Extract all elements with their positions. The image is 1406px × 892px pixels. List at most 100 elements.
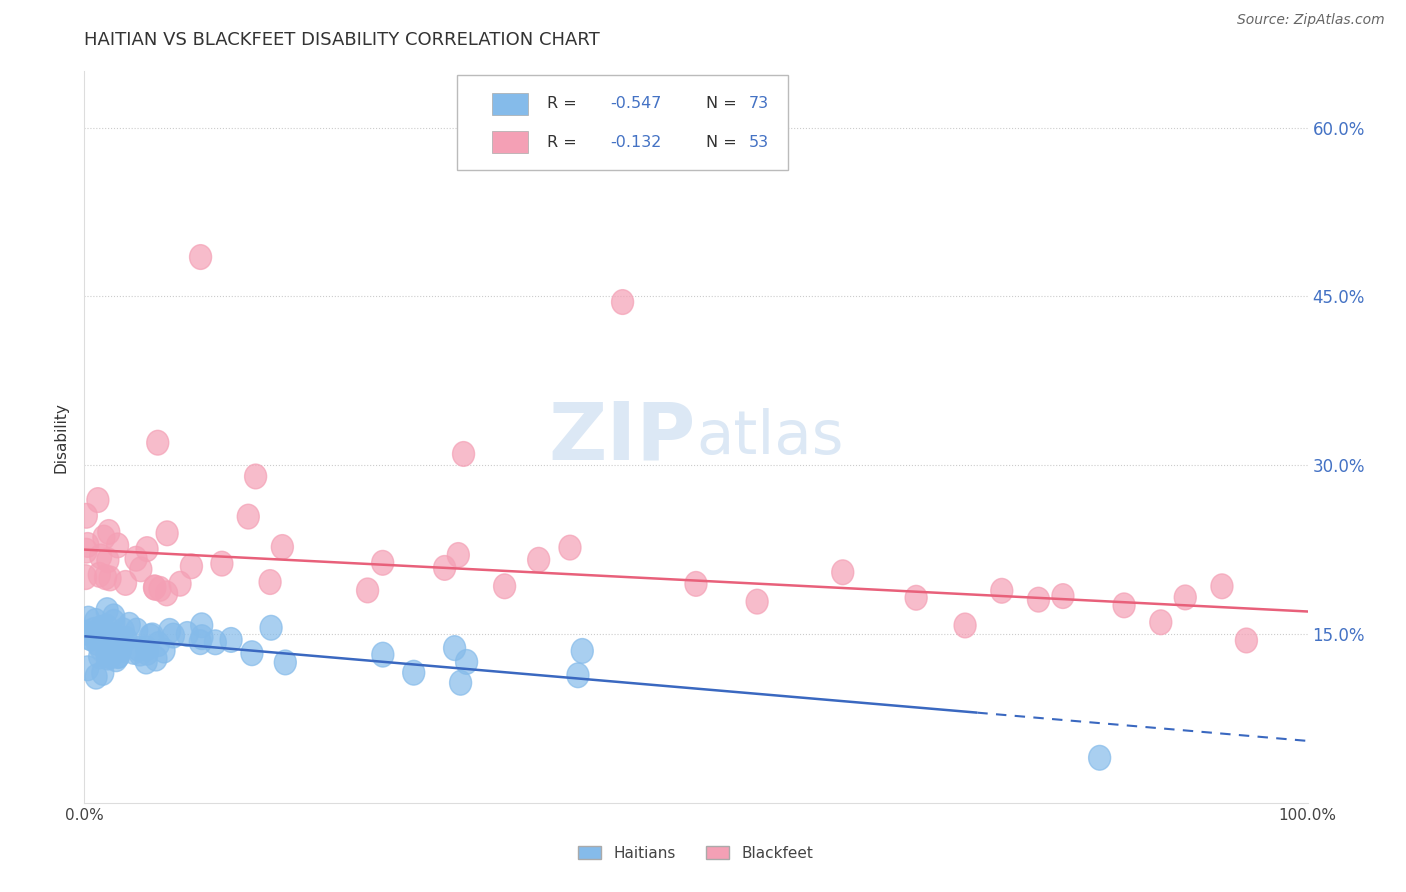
- Ellipse shape: [571, 639, 593, 664]
- Ellipse shape: [1174, 585, 1197, 610]
- Ellipse shape: [90, 615, 112, 640]
- Ellipse shape: [567, 663, 589, 688]
- Ellipse shape: [100, 644, 121, 669]
- Ellipse shape: [274, 650, 297, 675]
- Ellipse shape: [107, 634, 128, 659]
- Ellipse shape: [135, 636, 157, 661]
- Ellipse shape: [259, 570, 281, 594]
- Ellipse shape: [357, 578, 378, 603]
- Ellipse shape: [146, 430, 169, 455]
- Ellipse shape: [89, 635, 111, 660]
- Ellipse shape: [190, 244, 211, 269]
- Text: R =: R =: [547, 96, 582, 111]
- Bar: [492, 93, 529, 114]
- Ellipse shape: [100, 630, 121, 655]
- Ellipse shape: [1236, 628, 1257, 653]
- Ellipse shape: [125, 546, 148, 571]
- Ellipse shape: [1150, 610, 1171, 634]
- Ellipse shape: [100, 625, 122, 650]
- Bar: [492, 131, 529, 153]
- Ellipse shape: [560, 535, 581, 560]
- Ellipse shape: [156, 521, 179, 546]
- Ellipse shape: [94, 620, 117, 645]
- Ellipse shape: [371, 642, 394, 667]
- Ellipse shape: [1052, 583, 1074, 608]
- Ellipse shape: [86, 631, 108, 656]
- Ellipse shape: [221, 628, 242, 652]
- Ellipse shape: [111, 631, 134, 656]
- Ellipse shape: [245, 464, 267, 489]
- Ellipse shape: [76, 503, 97, 528]
- Ellipse shape: [77, 624, 98, 649]
- Ellipse shape: [143, 575, 166, 599]
- Ellipse shape: [453, 442, 475, 467]
- Ellipse shape: [156, 581, 177, 606]
- Ellipse shape: [77, 607, 100, 631]
- Ellipse shape: [107, 533, 128, 558]
- Ellipse shape: [153, 638, 174, 663]
- Text: -0.547: -0.547: [610, 96, 662, 111]
- Ellipse shape: [1028, 587, 1049, 612]
- Ellipse shape: [122, 640, 145, 665]
- Ellipse shape: [107, 643, 129, 668]
- Ellipse shape: [89, 644, 111, 669]
- Ellipse shape: [139, 624, 162, 648]
- Ellipse shape: [832, 560, 853, 584]
- Ellipse shape: [162, 624, 184, 648]
- Y-axis label: Disability: Disability: [53, 401, 69, 473]
- Ellipse shape: [190, 630, 211, 655]
- Text: 53: 53: [748, 135, 769, 150]
- Ellipse shape: [747, 590, 768, 614]
- Text: N =: N =: [706, 135, 741, 150]
- Ellipse shape: [238, 504, 259, 529]
- Ellipse shape: [75, 565, 97, 590]
- Ellipse shape: [141, 623, 163, 648]
- Ellipse shape: [1114, 593, 1135, 618]
- Ellipse shape: [211, 551, 233, 576]
- Ellipse shape: [136, 640, 159, 665]
- Ellipse shape: [77, 533, 98, 558]
- Ellipse shape: [96, 598, 118, 623]
- Ellipse shape: [84, 608, 107, 633]
- Ellipse shape: [136, 537, 157, 561]
- Ellipse shape: [433, 556, 456, 581]
- Ellipse shape: [97, 548, 120, 573]
- Ellipse shape: [145, 646, 167, 671]
- Ellipse shape: [1211, 574, 1233, 599]
- Ellipse shape: [93, 525, 115, 550]
- Ellipse shape: [94, 565, 117, 590]
- Ellipse shape: [75, 620, 97, 645]
- Ellipse shape: [98, 566, 121, 591]
- Ellipse shape: [103, 609, 125, 634]
- Ellipse shape: [128, 637, 149, 661]
- Ellipse shape: [991, 578, 1012, 603]
- Ellipse shape: [77, 656, 98, 681]
- Text: R =: R =: [547, 135, 582, 150]
- Ellipse shape: [112, 618, 135, 643]
- Ellipse shape: [260, 615, 283, 640]
- Ellipse shape: [129, 557, 152, 582]
- Ellipse shape: [180, 554, 202, 579]
- Ellipse shape: [447, 542, 470, 567]
- Ellipse shape: [191, 624, 212, 649]
- Ellipse shape: [98, 520, 120, 544]
- Ellipse shape: [125, 618, 148, 643]
- Ellipse shape: [104, 624, 127, 648]
- Ellipse shape: [104, 632, 125, 657]
- Ellipse shape: [75, 539, 97, 563]
- Text: N =: N =: [706, 96, 741, 111]
- Ellipse shape: [371, 550, 394, 575]
- Ellipse shape: [87, 488, 108, 512]
- Ellipse shape: [97, 645, 120, 670]
- Text: Source: ZipAtlas.com: Source: ZipAtlas.com: [1237, 13, 1385, 28]
- Ellipse shape: [91, 660, 114, 685]
- Ellipse shape: [110, 638, 132, 663]
- Text: -0.132: -0.132: [610, 135, 662, 150]
- Ellipse shape: [148, 632, 170, 657]
- Ellipse shape: [105, 647, 127, 672]
- Text: ZIP: ZIP: [548, 398, 696, 476]
- Ellipse shape: [612, 290, 634, 314]
- Ellipse shape: [456, 649, 478, 674]
- Text: 73: 73: [748, 96, 769, 111]
- Ellipse shape: [101, 632, 124, 657]
